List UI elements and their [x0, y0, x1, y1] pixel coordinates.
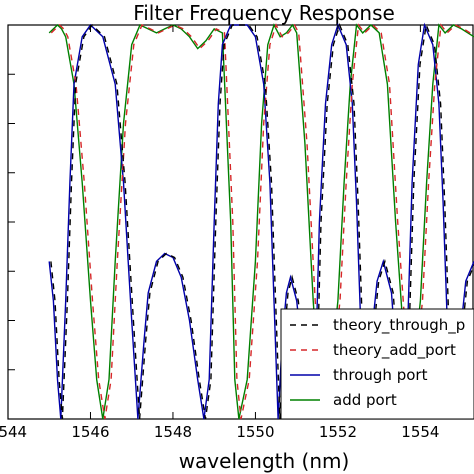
x-tick-label: 1548 — [154, 423, 192, 441]
legend-label: theory_add_port — [333, 341, 456, 360]
x-axis-label: wavelength (nm) — [179, 449, 350, 473]
theory-add-port-line — [50, 23, 474, 420]
chart-title: Filter Frequency Response — [133, 1, 395, 25]
legend-label: add port — [333, 391, 397, 409]
x-tick-label: 1552 — [319, 423, 357, 441]
x-tick-label: 1544 — [0, 423, 27, 441]
y-axis-ticks — [8, 73, 15, 371]
x-tick-label: 1554 — [401, 423, 439, 441]
x-tick-label: 1546 — [71, 423, 109, 441]
legend-label: through port — [333, 366, 428, 384]
add-port-line — [48, 23, 474, 420]
x-tick-label: 1550 — [236, 423, 274, 441]
legend-label: theory_through_p — [333, 316, 465, 335]
